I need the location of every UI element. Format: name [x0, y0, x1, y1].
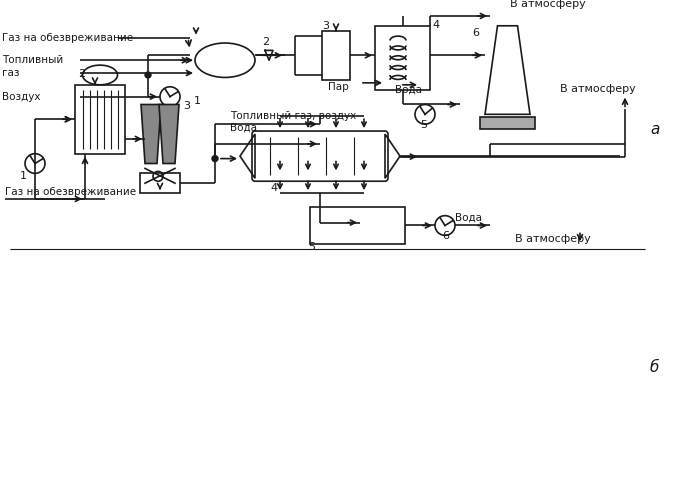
- Text: 5: 5: [308, 242, 315, 252]
- Text: 1: 1: [194, 97, 201, 107]
- Bar: [140, 173, 180, 193]
- Text: Вода: Вода: [455, 213, 482, 223]
- Text: 2: 2: [78, 69, 85, 79]
- Circle shape: [212, 156, 218, 161]
- Bar: [75, 85, 125, 154]
- Text: В атмосферу: В атмосферу: [510, 0, 586, 9]
- Bar: [375, 26, 430, 90]
- Bar: [322, 31, 350, 80]
- Text: Пар: Пар: [328, 82, 349, 92]
- Text: б: б: [650, 360, 659, 375]
- Text: 3: 3: [183, 102, 190, 112]
- Bar: [310, 207, 405, 244]
- Text: В атмосферу: В атмосферу: [515, 234, 590, 244]
- Text: Вода: Вода: [230, 123, 257, 133]
- Text: В атмосферу: В атмосферу: [560, 84, 636, 94]
- Text: 3: 3: [322, 21, 329, 31]
- Text: 4: 4: [270, 183, 277, 193]
- Polygon shape: [141, 105, 161, 163]
- Circle shape: [145, 72, 151, 78]
- Text: газ: газ: [2, 68, 19, 78]
- Text: а: а: [650, 122, 659, 137]
- Text: Топливный газ, воздух: Топливный газ, воздух: [230, 111, 356, 121]
- Text: 6: 6: [472, 27, 479, 38]
- Text: 6: 6: [442, 231, 449, 241]
- Polygon shape: [159, 105, 179, 163]
- Text: Воздух: Воздух: [2, 92, 41, 102]
- Text: 2: 2: [262, 37, 269, 47]
- Text: Газ на обезвреживание: Газ на обезвреживание: [5, 187, 136, 197]
- Text: Топливный: Топливный: [2, 55, 63, 65]
- Text: Вода: Вода: [395, 85, 422, 95]
- Text: 1: 1: [20, 171, 27, 181]
- Text: Газ на обезвреживание: Газ на обезвреживание: [2, 32, 133, 43]
- Text: 5: 5: [420, 120, 427, 130]
- Text: 4: 4: [432, 20, 439, 30]
- Bar: [480, 118, 535, 129]
